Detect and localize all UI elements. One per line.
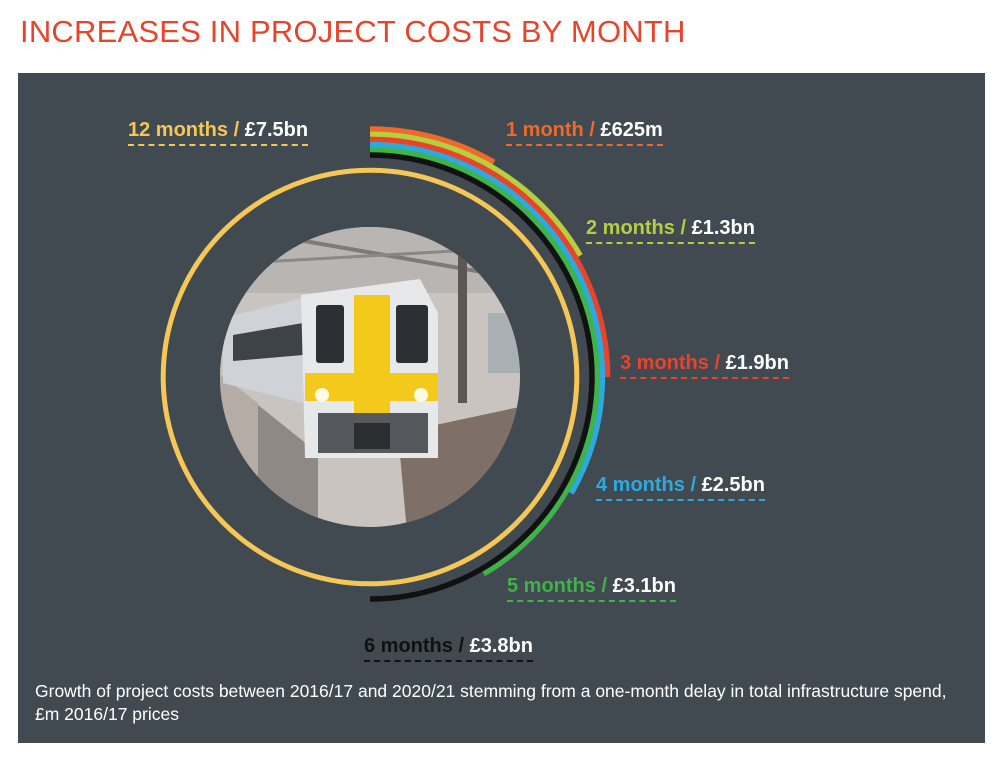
label-2-months: 2 months / £1.3bn [586, 216, 755, 244]
label-separator: / [595, 575, 613, 597]
label-underline [507, 600, 676, 602]
radial-chart [160, 126, 611, 602]
label-4-months: 4 months / £2.5bn [596, 473, 765, 501]
train-window-left [316, 305, 344, 363]
label-value: £2.5bn [701, 474, 765, 496]
carriage-windows [233, 323, 303, 361]
label-separator: / [708, 352, 726, 374]
chart-title: INCREASES IN PROJECT COSTS BY MONTH [20, 14, 686, 49]
train-coupler [354, 423, 390, 449]
label-period: 6 months [364, 635, 453, 657]
headlight [414, 388, 428, 402]
label-underline [596, 499, 765, 501]
label-separator: / [228, 119, 245, 141]
label-value: £625m [600, 119, 663, 141]
label-1-months: 1 month / £625m [506, 118, 663, 146]
label-6-months: 6 months / £3.8bn [364, 634, 533, 662]
arc-1-months [369, 126, 496, 165]
train-window-right [396, 305, 428, 363]
label-period: 3 months [620, 352, 709, 374]
label-separator: / [674, 217, 692, 239]
train-photo [220, 227, 520, 527]
label-underline [620, 377, 789, 379]
label-period: 1 month [506, 119, 584, 141]
label-underline [586, 242, 755, 244]
label-separator: / [684, 474, 702, 496]
platform-edge [220, 373, 258, 527]
label-separator: / [452, 635, 470, 657]
label-underline [506, 144, 663, 146]
label-separator: / [583, 119, 601, 141]
label-5-months: 5 months / £3.1bn [507, 574, 676, 602]
label-value: £1.9bn [725, 352, 789, 374]
arc-2-months [369, 131, 583, 257]
label-3-months: 3 months / £1.9bn [620, 351, 789, 379]
station-canopy [220, 227, 520, 293]
label-value: £3.8bn [469, 635, 533, 657]
chart-caption: Growth of project costs between 2016/17 … [35, 681, 947, 724]
train-yellow-door [354, 295, 390, 425]
arc-5-months [369, 147, 600, 577]
label-period: 12 months [128, 119, 229, 141]
label-underline [364, 660, 533, 662]
label-12-months: 12 months / £7.5bn [128, 118, 309, 146]
arc-12-months [160, 167, 580, 587]
chart-panel: Growth of project costs between 2016/17 … [18, 73, 985, 743]
label-period: 4 months [596, 474, 685, 496]
arc-6-months [369, 152, 595, 602]
station-building [488, 313, 520, 373]
label-underline [128, 144, 309, 146]
label-period: 2 months [586, 217, 675, 239]
label-value: £1.3bn [691, 217, 755, 239]
headlight [315, 388, 329, 402]
label-value: £7.5bn [244, 119, 309, 141]
label-value: £3.1bn [612, 575, 676, 597]
arc-series [160, 126, 611, 602]
arc-4-months [369, 141, 606, 495]
label-period: 5 months [507, 575, 596, 597]
arc-3-months [369, 136, 611, 378]
station-pillar [458, 253, 467, 403]
